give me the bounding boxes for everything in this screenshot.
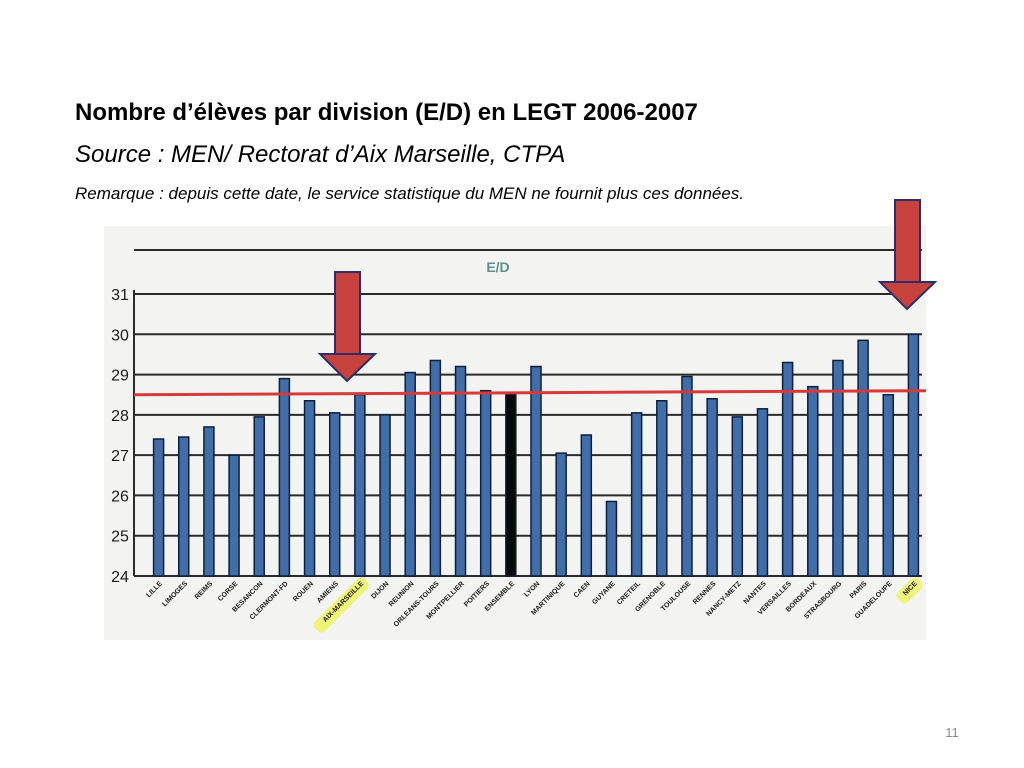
reference-line: [133, 389, 927, 397]
bar-chart: 24 25 26 27 28 29 30 31 LILLE LIMOGES REIMS CORSE B…: [104, 226, 927, 640]
bars-layer: [152, 333, 920, 577]
y-tick-label: 28: [111, 408, 129, 425]
y-tick-label: 26: [111, 488, 129, 505]
bar: [756, 408, 769, 577]
bar: [882, 393, 895, 577]
bar: [706, 397, 718, 577]
bar: [454, 365, 467, 577]
bar: [379, 414, 391, 577]
bar: [429, 359, 442, 577]
bar: [656, 400, 668, 577]
grid-layer: [133, 249, 922, 577]
bar: [530, 365, 542, 577]
bar: [278, 377, 291, 577]
bar: [303, 400, 316, 577]
y-tick-label: 24: [111, 569, 129, 586]
highlight-marker: [313, 577, 369, 633]
slide-source: Source : MEN/ Rectorat d’Aix Marseille, …: [75, 141, 566, 168]
bar: [832, 359, 844, 577]
y-tick-labels: 24 25 26 27 28 29 30 31: [111, 287, 129, 586]
y-tick-label: 29: [111, 368, 129, 385]
bar: [253, 416, 265, 577]
bar: [781, 361, 794, 577]
slide-remark: Remarque : depuis cette date, le service…: [75, 184, 745, 203]
bar: [479, 389, 492, 577]
bar-average: [505, 391, 517, 577]
bar: [907, 333, 920, 577]
bar: [555, 452, 567, 577]
bar: [857, 339, 869, 577]
highlight-marker: [896, 577, 923, 604]
y-tick-label: 31: [111, 287, 129, 304]
y-tick-label: 27: [111, 448, 129, 465]
chart-title: E/D: [486, 259, 509, 275]
bar: [630, 412, 643, 577]
reference-line-layer: [133, 389, 927, 397]
bar: [354, 393, 366, 577]
bar: [228, 454, 240, 577]
bar: [731, 416, 744, 577]
bar: [404, 371, 416, 577]
slide-number: 11: [945, 725, 959, 740]
y-tick-label: 25: [111, 529, 129, 546]
bar: [580, 434, 593, 577]
bar: [152, 438, 165, 577]
bar: [807, 385, 819, 577]
bar: [605, 500, 618, 577]
bar: [328, 412, 341, 577]
y-tick-label: 30: [111, 327, 129, 344]
bar: [203, 426, 215, 577]
bar: [177, 436, 190, 577]
slide-title: Nombre d’élèves par division (E/D) en LE…: [75, 99, 698, 126]
bar: [681, 375, 693, 577]
